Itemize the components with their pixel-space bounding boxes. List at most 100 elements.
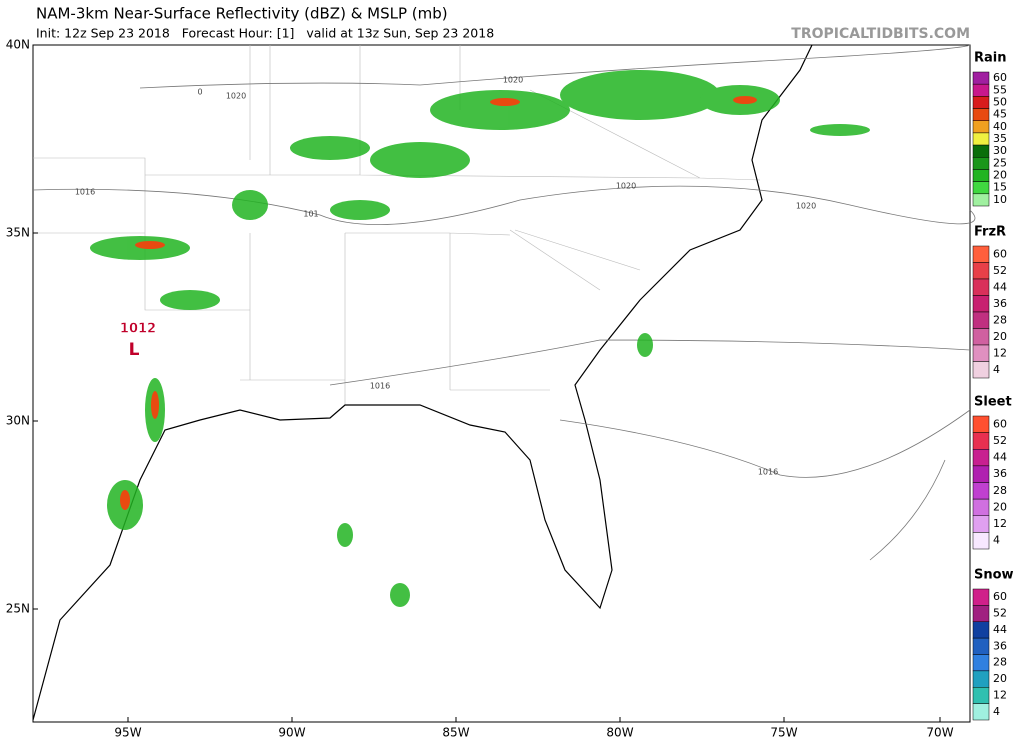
isobar-label: 1020 xyxy=(616,182,636,191)
legend-swatch xyxy=(972,169,990,182)
legend-swatch xyxy=(972,654,990,672)
legend-value: 60 xyxy=(993,590,1007,603)
legend-value: 12 xyxy=(993,517,1007,530)
legend-swatch xyxy=(972,108,990,121)
legend-value: 60 xyxy=(993,71,1007,84)
legend-swatch xyxy=(972,245,990,263)
legend-swatch xyxy=(972,278,990,296)
legend-swatch xyxy=(972,262,990,280)
legend-value: 52 xyxy=(993,434,1007,447)
legend-swatch xyxy=(972,703,990,721)
legend-swatch xyxy=(972,193,990,207)
legend-value: 28 xyxy=(993,656,1007,669)
axis-labels: 40N 35N 30N 25N 95W 90W 85W 80W 75W 70W xyxy=(6,38,954,740)
legend-value: 30 xyxy=(993,144,1007,157)
legend-title: Sleet xyxy=(974,395,1012,410)
legend-value: 10 xyxy=(993,193,1007,206)
legend-swatch xyxy=(972,415,990,433)
lon-label: 70W xyxy=(926,726,953,740)
legend-swatch xyxy=(972,637,990,655)
subtitle: Init: 12z Sep 23 2018 Forecast Hour: [1]… xyxy=(36,26,494,41)
legend-value: 50 xyxy=(993,95,1007,108)
legend-swatch xyxy=(972,670,990,688)
legend-value: 4 xyxy=(993,705,1000,718)
legends: Rain6055504540353025201510FrzR6052443628… xyxy=(972,51,1014,721)
lat-label: 30N xyxy=(6,414,30,428)
legend-swatch xyxy=(972,71,990,85)
watermark: TROPICALTIDBITS.COM xyxy=(791,26,970,42)
lon-label: 85W xyxy=(442,726,469,740)
legend-value: 12 xyxy=(993,688,1007,701)
legend-value: 44 xyxy=(993,623,1007,636)
legend-swatch xyxy=(972,144,990,158)
legend-swatch xyxy=(972,687,990,704)
legend-value: 35 xyxy=(993,132,1007,145)
legend-value: 52 xyxy=(993,607,1007,620)
lat-label: 25N xyxy=(6,602,30,616)
legend-value: 4 xyxy=(993,534,1000,547)
legend-value: 44 xyxy=(993,451,1007,464)
legend-swatch xyxy=(972,120,990,134)
legend-title: FrzR xyxy=(974,225,1006,240)
legend-swatch xyxy=(972,498,990,516)
low-symbol: L xyxy=(129,340,140,360)
map-frame xyxy=(32,44,971,723)
legend-title: Rain xyxy=(974,51,1007,66)
legend-value: 4 xyxy=(993,363,1000,376)
legend-swatch xyxy=(972,157,990,170)
legend-value: 28 xyxy=(993,313,1007,326)
legend-swatch xyxy=(972,295,990,313)
legend-value: 40 xyxy=(993,120,1007,133)
isobar-labels: 1020 0 1020 1016 101 1020 1020 1016 1016 xyxy=(75,76,816,477)
title: NAM-3km Near-Surface Reflectivity (dBZ) … xyxy=(36,5,448,23)
legend-value: 15 xyxy=(993,181,1007,194)
isobar-label: 101 xyxy=(303,210,318,219)
legend-value: 60 xyxy=(993,247,1007,260)
legend-swatch xyxy=(972,344,990,362)
legend-value: 52 xyxy=(993,264,1007,277)
lon-label: 90W xyxy=(278,726,305,740)
legend-swatch xyxy=(972,449,990,467)
lat-label: 40N xyxy=(6,38,30,52)
legend-value: 44 xyxy=(993,280,1007,293)
legend-swatch xyxy=(972,311,990,329)
isobar-label: 1020 xyxy=(226,92,246,101)
low-pressure: 1012 xyxy=(120,322,156,337)
isobars xyxy=(32,44,976,561)
legend-value: 20 xyxy=(993,169,1007,182)
legend-swatch xyxy=(972,96,990,109)
isobar-label: 1016 xyxy=(370,382,390,391)
legend-swatch xyxy=(972,432,990,450)
isobar-label: 1016 xyxy=(758,468,778,477)
legend-value: 20 xyxy=(993,330,1007,343)
legend-swatch xyxy=(972,532,990,550)
legend-value: 12 xyxy=(993,346,1007,359)
isobar-label: 1016 xyxy=(75,188,95,197)
legend-swatch xyxy=(972,605,990,622)
legend-swatch xyxy=(972,361,990,379)
legend-swatch xyxy=(972,588,990,606)
legend-value: 25 xyxy=(993,156,1007,169)
legend-value: 36 xyxy=(993,297,1007,310)
state-lines xyxy=(33,45,761,405)
isobar-label: 0 xyxy=(197,88,202,97)
legend-value: 45 xyxy=(993,108,1007,121)
legend-swatch xyxy=(972,132,990,146)
legend-value: 20 xyxy=(993,500,1007,513)
legend-value: 36 xyxy=(993,467,1007,480)
isobar-label: 1020 xyxy=(796,202,816,211)
legend-swatch xyxy=(972,515,990,533)
legend-value: 28 xyxy=(993,484,1007,497)
lon-label: 75W xyxy=(770,726,797,740)
lat-label: 35N xyxy=(6,226,30,240)
legend-swatch xyxy=(972,181,990,195)
legend-title: Snow xyxy=(974,568,1014,583)
isobar-label: 1020 xyxy=(503,76,523,85)
legend-value: 55 xyxy=(993,83,1007,96)
legend-value: 36 xyxy=(993,639,1007,652)
heavy-precipitation xyxy=(120,96,757,510)
legend-value: 60 xyxy=(993,417,1007,430)
lon-label: 80W xyxy=(606,726,633,740)
